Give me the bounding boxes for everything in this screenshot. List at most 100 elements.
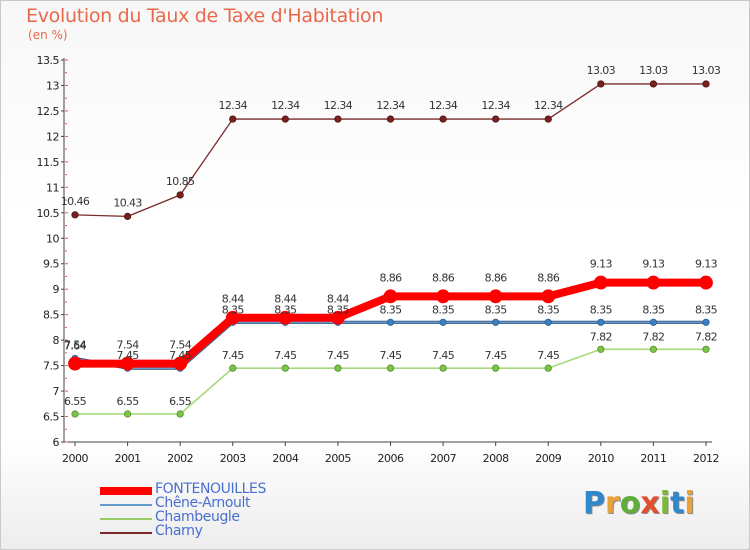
x-tick-label: 2012 — [693, 452, 719, 465]
logo-letter: i — [684, 486, 695, 521]
x-tick-label: 2005 — [325, 452, 351, 465]
y-tick-label: 9.5 — [43, 258, 59, 271]
series-point-chambeugle — [71, 410, 79, 418]
data-label-charny: 12.34 — [324, 99, 353, 112]
data-label-chambeugle: 7.45 — [537, 349, 560, 362]
y-tick-label: 7.5 — [43, 360, 59, 373]
series-point-fontenouilles — [646, 275, 661, 290]
x-tick-label: 2001 — [115, 452, 141, 465]
series-point-ch-ne-arnoult — [492, 318, 500, 326]
data-label-chambeugle: 6.55 — [64, 395, 87, 408]
series-point-chambeugle — [334, 364, 342, 372]
data-label-charny: 12.34 — [219, 99, 248, 112]
logo-letter: o — [619, 486, 641, 521]
data-label-charny: 12.34 — [481, 99, 510, 112]
y-tick-label: 7 — [53, 385, 60, 398]
legend-label: Charny — [155, 523, 203, 539]
data-label-charny: 13.03 — [639, 64, 668, 77]
data-label-fontenouilles: 9.13 — [590, 258, 613, 271]
data-label-charny: 10.46 — [61, 195, 90, 208]
y-tick-label: 8.5 — [43, 309, 59, 322]
series-point-ch-ne-arnoult — [544, 318, 552, 326]
series-point-chambeugle — [123, 410, 132, 418]
chart-title: Evolution du Taux de Taxe d'Habitation — [26, 5, 384, 27]
legend-swatch — [100, 504, 152, 506]
series-point-fontenouilles — [331, 310, 345, 325]
series-point-ch-ne-arnoult — [702, 318, 710, 326]
series-point-fontenouilles — [278, 310, 293, 325]
y-tick-label: 9 — [53, 283, 60, 296]
series-point-charny — [281, 115, 289, 123]
data-label-ch-ne-arnoult: 7.64 — [64, 339, 87, 352]
data-label-charny: 10.43 — [113, 196, 142, 209]
data-label-chambeugle: 7.82 — [642, 330, 664, 343]
series-point-chambeugle — [597, 345, 605, 353]
x-tick-label: 2011 — [640, 452, 666, 465]
data-label-chambeugle: 7.45 — [274, 349, 297, 362]
x-tick-label: 2006 — [378, 452, 404, 465]
series-point-fontenouilles — [593, 275, 608, 290]
series-point-fontenouilles — [120, 356, 135, 371]
series-point-chambeugle — [386, 364, 395, 372]
proxiti-logo: Proxiti — [583, 486, 695, 521]
legend-swatch — [100, 532, 152, 534]
x-tick-label: 2007 — [430, 452, 456, 465]
series-point-fontenouilles — [68, 356, 82, 371]
legend-label: Chambeugle — [155, 509, 240, 525]
y-tick-label: 10 — [46, 232, 59, 245]
legend-label: FONTENOUILLES — [155, 481, 266, 497]
series-point-charny — [597, 80, 605, 88]
chart-series — [68, 80, 713, 418]
series-point-charny — [492, 115, 500, 123]
data-label-ch-ne-arnoult: 7.45 — [169, 349, 192, 362]
data-label-chambeugle: 7.45 — [222, 349, 245, 362]
series-point-chambeugle — [649, 345, 658, 353]
logo-letter: t — [670, 486, 685, 521]
logo-letter: P — [583, 486, 605, 521]
series-point-ch-ne-arnoult — [386, 318, 395, 326]
series-point-fontenouilles — [488, 289, 503, 304]
x-tick-label: 2008 — [483, 452, 509, 465]
y-tick-label: 13 — [46, 79, 59, 92]
data-label-fontenouilles: 8.44 — [327, 293, 350, 306]
chart-unit-label: (en %) — [28, 28, 68, 42]
series-point-charny — [386, 115, 395, 123]
data-label-fontenouilles: 7.54 — [64, 339, 87, 352]
data-label-fontenouilles: 8.86 — [537, 271, 560, 284]
series-point-chambeugle — [492, 364, 500, 372]
series-point-charny — [702, 80, 710, 88]
data-label-charny: 12.34 — [534, 99, 563, 112]
y-tick-label: 6 — [53, 436, 60, 449]
series-point-chambeugle — [229, 364, 237, 372]
data-label-ch-ne-arnoult: 8.35 — [327, 303, 350, 316]
logo-letter: r — [605, 486, 620, 521]
legend-swatch — [100, 518, 152, 520]
y-tick-label: 10.5 — [37, 207, 60, 220]
data-label-chambeugle: 7.82 — [590, 330, 612, 343]
data-label-ch-ne-arnoult: 8.35 — [379, 303, 402, 316]
series-point-fontenouilles — [383, 289, 398, 304]
y-tick-label: 11.5 — [37, 156, 60, 169]
data-label-chambeugle: 7.45 — [379, 349, 402, 362]
data-label-chambeugle: 6.55 — [169, 395, 192, 408]
data-label-fontenouilles: 8.86 — [379, 271, 402, 284]
y-tick-label: 13.5 — [37, 54, 60, 67]
data-label-ch-ne-arnoult: 8.35 — [590, 303, 613, 316]
data-label-chambeugle: 6.55 — [117, 395, 140, 408]
chart-axes: 6 6.5 7 7.5 8 8.5 9 9.5 10 10.5 11 11.5 12 12.5 13 13.5… — [37, 54, 720, 465]
data-label-charny: 10.85 — [166, 175, 195, 188]
y-tick-label: 11 — [46, 181, 59, 194]
series-point-charny — [123, 212, 132, 220]
legend-label: Chêne-Arnoult — [155, 495, 251, 511]
series-point-charny — [229, 115, 237, 123]
data-label-fontenouilles: 9.13 — [642, 258, 665, 271]
series-point-charny — [439, 115, 447, 123]
series-point-fontenouilles — [699, 275, 713, 290]
y-tick-label: 6.5 — [43, 411, 59, 424]
data-label-charny: 13.03 — [587, 64, 616, 77]
data-label-ch-ne-arnoult: 8.35 — [695, 303, 718, 316]
x-tick-label: 2002 — [167, 452, 193, 465]
data-label-ch-ne-arnoult: 8.35 — [222, 303, 245, 316]
y-tick-label: 12 — [46, 130, 59, 143]
